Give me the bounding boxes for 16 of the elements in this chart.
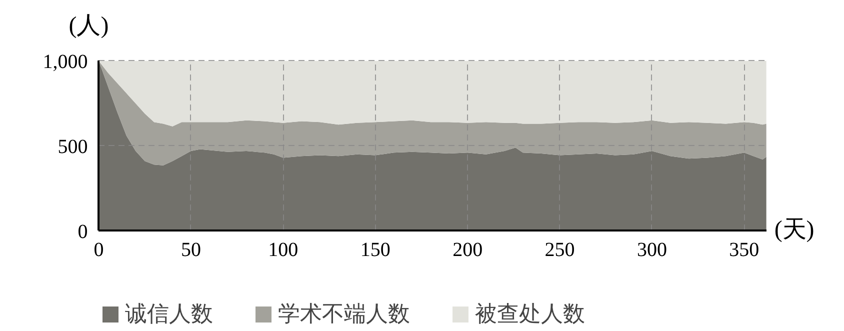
x-tick-label: 300 bbox=[636, 238, 667, 261]
x-tick-label: 0 bbox=[94, 238, 104, 261]
legend-label: 被查处人数 bbox=[475, 300, 585, 328]
y-axis-title: (人) bbox=[68, 12, 109, 39]
x-axis-title: (天) bbox=[774, 216, 814, 243]
legend-label: 诚信人数 bbox=[125, 300, 213, 328]
legend-label: 学术不端人数 bbox=[278, 300, 410, 328]
y-tick-label: 0 bbox=[78, 220, 88, 243]
x-tick-label: 350 bbox=[729, 238, 760, 261]
x-tick-label: 250 bbox=[544, 238, 575, 261]
x-tick-label: 100 bbox=[268, 238, 298, 261]
y-tick-label: 500 bbox=[58, 136, 88, 158]
x-tick-label: 50 bbox=[180, 238, 201, 261]
x-tick-label: 200 bbox=[452, 238, 483, 261]
y-tick-label: 1,000 bbox=[42, 50, 88, 73]
x-tick-label: 150 bbox=[360, 238, 390, 261]
